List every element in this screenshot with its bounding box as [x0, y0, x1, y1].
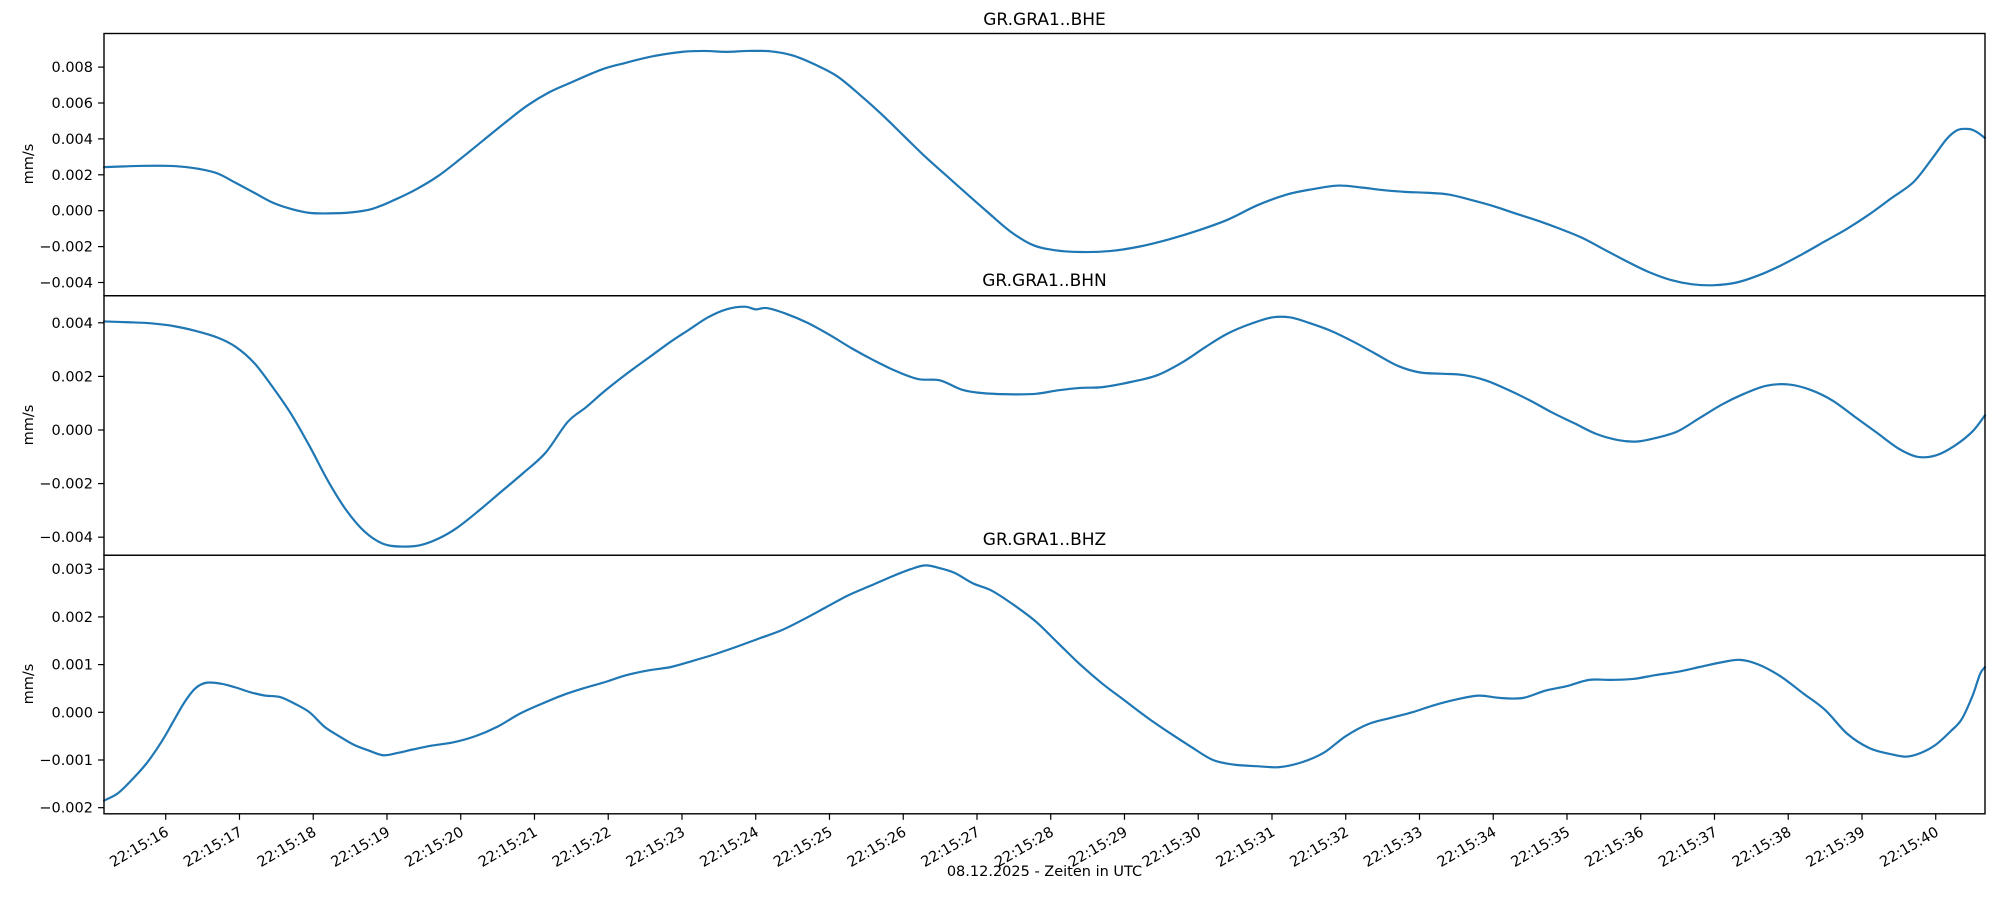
y-tick-label: 0.003: [51, 562, 93, 578]
waveform-trace-GR.GRA1..BHE: [102, 49, 1987, 287]
y-axis-label-bhn: mm/s: [21, 404, 37, 446]
y-axis-label-bhz: mm/s: [21, 663, 37, 705]
waveform-trace-GR.GRA1..BHN: [102, 305, 1987, 548]
y-tick-label: 0.006: [51, 96, 93, 112]
panel-GR.GRA1..BHN: 0.004 0.002 0.000 −0.002 −0.004: [39, 295, 1987, 556]
y-tick-label: −0.002: [39, 477, 93, 493]
panel-title-bhe: GR.GRA1..BHE: [983, 10, 1106, 30]
y-tick-label: −0.002: [39, 240, 93, 256]
panel-GR.GRA1..BHE: 0.008 0.006 0.004 0.002 0.000 −0.002 −0.004: [39, 32, 1987, 297]
panel-spines: [103, 295, 1986, 556]
y-tick-label: 0.004: [51, 316, 93, 332]
y-tick-label: 0.002: [51, 369, 93, 385]
y-tick-label: −0.002: [39, 801, 93, 817]
panel-title-bhn: GR.GRA1..BHN: [982, 271, 1107, 291]
y-tick-label: −0.004: [39, 276, 93, 292]
y-tick-label: 0.002: [51, 610, 93, 626]
y-tick-label: −0.004: [39, 530, 93, 546]
waveform-trace-GR.GRA1..BHZ: [102, 564, 1987, 802]
y-tick-label: 0.000: [51, 423, 93, 439]
panel-GR.GRA1..BHZ: 0.003 0.002 0.001 0.000 −0.001 −0.002: [39, 554, 1987, 817]
y-tick-label: 0.002: [51, 168, 93, 184]
y-axis-label-bhe: mm/s: [21, 143, 37, 185]
y-tick-label: 0.000: [51, 204, 93, 220]
x-axis-label: 08.12.2025 - Zeiten in UTC: [946, 864, 1143, 880]
x-axis: 22:15:16 22:15:17 22:15:18 22:15:19 22:15:20…: [107, 813, 1942, 871]
panel-spines: [103, 32, 1986, 297]
y-tick-label: 0.004: [51, 132, 93, 148]
y-tick-label: 0.000: [51, 705, 93, 721]
panel-spines: [103, 554, 1986, 815]
y-tick-label: −0.001: [39, 753, 93, 769]
panel-title-bhz: GR.GRA1..BHZ: [982, 530, 1107, 550]
y-tick-label: 0.001: [51, 658, 93, 674]
y-tick-label: 0.008: [51, 60, 93, 76]
